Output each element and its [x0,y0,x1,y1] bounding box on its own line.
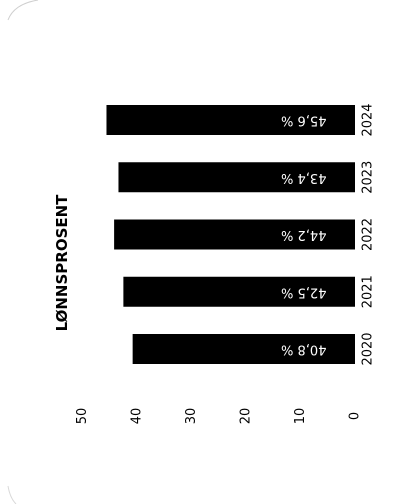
page-corner-bottom [7,485,17,504]
chart-rotated: 40,8 %42,5 %44,2 %43,4 %45,6 % 202020212… [53,103,376,424]
page-corner-top [7,0,39,21]
data-label-2023: 43,4 % [281,170,326,185]
data-label-2022: 44,2 % [281,227,326,242]
bars [106,105,355,364]
bar-2021 [123,276,355,307]
data-label-2021: 42,5 % [281,284,326,299]
axis-tick-10: 10 [293,408,308,425]
bar-2024 [106,105,355,135]
axis-tick-40: 40 [130,408,145,425]
axis-tick-30: 30 [184,408,199,425]
bar-2022 [114,219,355,250]
category-label-2022: 2022 [361,218,376,251]
bar-2020 [132,334,355,364]
data-label-2020: 40,8 % [281,342,326,357]
category-label-2021: 2021 [361,275,376,308]
data-label-2024: 45,6 % [281,113,326,128]
axis-tick-labels: 0 10 20 30 40 50 [75,408,363,425]
axis-tick-50: 50 [75,408,90,425]
data-labels: 40,8 % 42,5 % 44,2 % 43,4 % 45,6 % [281,113,326,357]
axis-tick-20: 20 [239,408,254,425]
category-label-2023: 2023 [361,161,376,194]
axis-tick-0: 0 [348,412,363,420]
bar-2023 [118,162,355,193]
year-labels: 2020 2021 2022 2023 2024 [361,103,376,365]
chart-title: LØNNSPROSENT [53,194,71,332]
category-label-2024: 2024 [361,103,376,136]
category-label-2020: 2020 [361,332,376,365]
